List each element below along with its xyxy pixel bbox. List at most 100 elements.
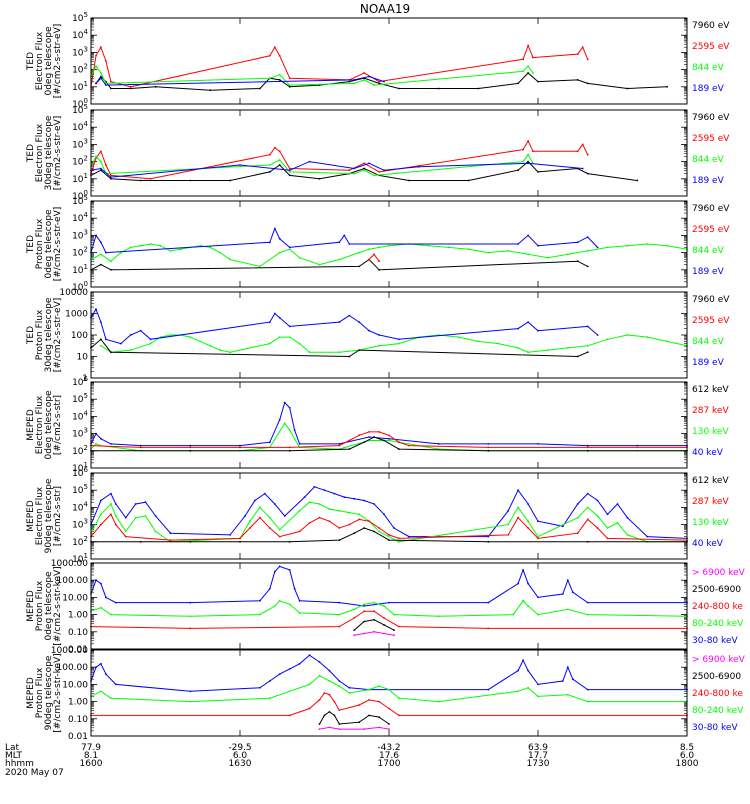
legend-entry: 130 keV bbox=[692, 518, 729, 528]
date-label: 2020 May 07 bbox=[5, 768, 64, 778]
data-point bbox=[288, 569, 291, 571]
data-point bbox=[353, 608, 356, 611]
data-point bbox=[373, 601, 375, 604]
data-point bbox=[179, 248, 182, 251]
data-point bbox=[129, 85, 132, 88]
data-point bbox=[646, 336, 649, 338]
data-point bbox=[383, 80, 385, 83]
data-point bbox=[278, 336, 281, 338]
x-tick-lat: -43.2 bbox=[377, 743, 400, 753]
data-point bbox=[586, 601, 589, 604]
legend-entry: 240-800 ke bbox=[692, 602, 743, 612]
data-point bbox=[408, 179, 410, 182]
data-point bbox=[477, 340, 480, 343]
data-point bbox=[105, 164, 107, 166]
data-point bbox=[105, 60, 107, 62]
data-point bbox=[328, 508, 331, 510]
data-point bbox=[378, 700, 380, 703]
y-axis-label: TED bbox=[26, 52, 36, 71]
data-point bbox=[278, 251, 281, 254]
legend-entry: 40 keV bbox=[692, 448, 724, 458]
data-point bbox=[124, 530, 127, 533]
data-point bbox=[283, 422, 286, 425]
data-point bbox=[288, 167, 291, 170]
data-point bbox=[308, 654, 311, 657]
data-point bbox=[323, 489, 326, 492]
data-point bbox=[358, 518, 361, 521]
legend-entry: 40 keV bbox=[692, 539, 724, 549]
data-point bbox=[517, 243, 519, 245]
data-point bbox=[576, 241, 579, 244]
y-axis-label: [#/cm2-s-str-eV] bbox=[53, 207, 63, 282]
data-point bbox=[517, 489, 519, 492]
y-tick-label: 0.01 bbox=[68, 732, 88, 742]
data-point bbox=[110, 177, 112, 180]
data-point bbox=[100, 662, 102, 665]
data-point bbox=[110, 613, 112, 616]
data-point bbox=[273, 146, 276, 149]
data-point bbox=[378, 268, 380, 271]
data-point bbox=[100, 75, 102, 78]
y-tick-label: 100 bbox=[72, 280, 88, 293]
data-point bbox=[522, 148, 524, 151]
data-point bbox=[100, 167, 102, 170]
data-point bbox=[373, 610, 375, 613]
data-point bbox=[517, 347, 519, 349]
data-point bbox=[527, 321, 529, 323]
data-point bbox=[343, 234, 346, 237]
y-tick-label: 103 bbox=[72, 228, 88, 241]
series-line-blue bbox=[90, 565, 687, 607]
data-point bbox=[318, 177, 321, 180]
data-point bbox=[373, 630, 375, 633]
data-point bbox=[353, 172, 356, 175]
y-axis-label: 90deg telescope bbox=[44, 478, 54, 553]
panel-frame bbox=[90, 381, 688, 469]
data-point bbox=[527, 234, 529, 237]
y-tick-label: 102 bbox=[72, 535, 88, 548]
data-point bbox=[100, 499, 102, 502]
data-point bbox=[576, 79, 579, 81]
data-point bbox=[527, 153, 529, 156]
data-point bbox=[636, 179, 639, 182]
y-axis-label: TED bbox=[26, 144, 36, 163]
data-point bbox=[507, 534, 510, 536]
data-point bbox=[288, 406, 291, 409]
data-point bbox=[537, 596, 539, 599]
legend-entry: 844 eV bbox=[692, 155, 725, 165]
legend-entry: 2595 eV bbox=[692, 134, 730, 144]
data-point bbox=[278, 164, 281, 166]
data-point bbox=[239, 444, 241, 447]
data-point bbox=[383, 624, 385, 626]
data-point bbox=[666, 85, 668, 88]
data-point bbox=[110, 513, 112, 516]
data-point bbox=[353, 532, 356, 535]
series-line-green bbox=[90, 243, 688, 267]
data-point bbox=[278, 79, 281, 81]
legend-entry: 30-80 keV bbox=[692, 723, 738, 733]
data-point bbox=[129, 334, 132, 336]
data-point bbox=[268, 77, 271, 80]
data-point bbox=[373, 618, 375, 621]
data-point bbox=[581, 143, 584, 146]
data-point bbox=[244, 515, 246, 517]
panel-7: 0.01 0.10 1.00 10.00 100.00 1000.00 MEPED Proto… bbox=[26, 559, 746, 655]
series-line-blue bbox=[90, 654, 687, 692]
data-point bbox=[283, 515, 286, 517]
data-point bbox=[288, 336, 291, 338]
data-point bbox=[487, 688, 490, 691]
data-point bbox=[586, 449, 589, 452]
data-point bbox=[100, 150, 102, 153]
data-point bbox=[100, 582, 102, 585]
data-point bbox=[105, 673, 107, 675]
data-point bbox=[427, 244, 430, 247]
legend-entry: 189 eV bbox=[692, 176, 725, 186]
data-point bbox=[273, 605, 276, 607]
data-point bbox=[134, 516, 137, 519]
x-tick-hhmm: 1800 bbox=[676, 759, 699, 769]
data-point bbox=[378, 530, 380, 533]
x-tick-mlt: 17.6 bbox=[379, 751, 399, 761]
panel-3: 100 101 102 103 104 105 TED Proton Flux 0deg tel… bbox=[26, 194, 730, 293]
data-point bbox=[393, 613, 395, 616]
data-point bbox=[368, 431, 370, 433]
data-point bbox=[487, 446, 490, 449]
